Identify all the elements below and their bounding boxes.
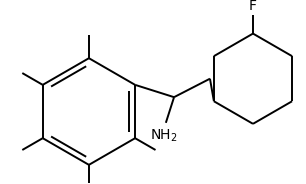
Text: F: F [249,0,257,13]
Text: NH$_2$: NH$_2$ [150,128,178,144]
